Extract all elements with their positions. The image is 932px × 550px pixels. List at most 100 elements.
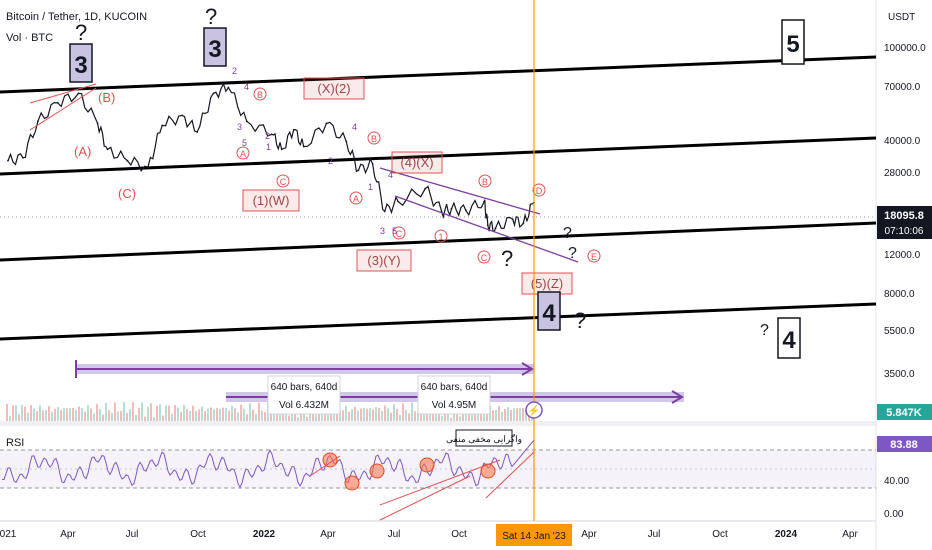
measure-label-1-text: 640 bars, 640d	[271, 382, 338, 393]
volume-bar	[252, 409, 254, 421]
price-point-28	[450, 207, 453, 210]
lightning-glyph: ⚡	[528, 404, 540, 417]
volume-bar	[12, 405, 14, 421]
price-point-19	[302, 145, 305, 148]
wave-label-1w-box	[242, 189, 300, 212]
wave-label-3y: (3)(Y)	[367, 253, 400, 268]
volume-bar	[396, 408, 398, 421]
volume-bar	[525, 409, 527, 421]
wave-circle-label-7: D	[536, 186, 543, 196]
price-point-23	[371, 162, 374, 165]
wave-4-right-box	[777, 317, 801, 359]
channel-line-2	[0, 136, 877, 176]
time-axis-background	[0, 521, 932, 550]
volume-bar	[261, 410, 263, 421]
volume-bar	[135, 414, 137, 421]
falling-wedge	[379, 167, 579, 263]
volume-legend[interactable]: Vol · BTC	[6, 32, 54, 44]
price-point-31	[486, 224, 489, 227]
wave-label-c: (C)	[118, 186, 136, 201]
volume-bar	[483, 408, 485, 421]
volume-bar	[183, 405, 185, 421]
channel-line-1	[0, 55, 877, 94]
price-point-32	[494, 227, 497, 229]
volume-bar	[417, 411, 419, 421]
volume-bar	[399, 414, 401, 421]
wave-circle-label-6: C	[396, 229, 403, 239]
measure-label-2-text: 640 bars, 640d	[421, 382, 488, 393]
measure-label-1-text: Vol 6.432M	[279, 400, 329, 411]
chart-title[interactable]: Bitcoin / Tether, 1D, KUCOIN	[6, 11, 148, 23]
volume-bar	[180, 412, 182, 421]
volume-bar	[105, 402, 107, 421]
volume-bar	[519, 408, 521, 421]
volume-bar	[219, 408, 221, 421]
volume-bar	[45, 409, 47, 421]
price-point-10	[161, 124, 164, 127]
price-point-6	[96, 122, 99, 125]
time-tick-11: Oct	[712, 529, 728, 540]
price-point-15	[245, 120, 248, 123]
wave-circle-label-11: C	[481, 253, 488, 263]
rsi-legend[interactable]: RSI	[6, 437, 25, 449]
measure-label-2-text: Vol 4.95M	[432, 400, 476, 411]
wave-circle-label-3: C	[280, 177, 287, 187]
volume-bar	[195, 410, 197, 421]
rsi-trendlines	[309, 451, 535, 521]
volume-bar	[387, 408, 389, 421]
wave-4-mid: 4	[542, 300, 556, 327]
volume-bar	[279, 413, 281, 421]
wave-circle-label-2: B	[257, 90, 263, 100]
volume-bar	[360, 408, 362, 421]
wave-circle-11	[477, 250, 491, 264]
wave-circle-4	[349, 191, 363, 205]
volume-bar	[435, 408, 437, 421]
wave-5-box	[781, 19, 805, 65]
volume-bar	[150, 403, 152, 421]
wave-label-5z: (5)(Z)	[531, 276, 564, 291]
volume-bar	[354, 406, 356, 421]
price-point-7	[106, 148, 109, 151]
question-mark-7: ?	[568, 245, 577, 262]
wave-circle-5	[367, 131, 381, 145]
wave-circle-label-10: B	[482, 177, 488, 187]
divergence-marker-2	[344, 475, 360, 491]
wave-label-a: (A)	[74, 144, 91, 159]
volume-bar	[69, 408, 71, 421]
volume-bar	[204, 411, 206, 421]
price-point-22	[357, 169, 360, 172]
price-point-5	[77, 92, 80, 95]
price-point-8	[126, 159, 129, 162]
wave-circle-1	[236, 146, 250, 160]
volume-bar	[258, 402, 260, 421]
volume-bar	[78, 406, 80, 421]
price-point-1	[7, 159, 9, 162]
rsi-tick-0: 0.00	[884, 509, 904, 520]
time-tick-3: Jul	[126, 529, 139, 540]
sub-wave-4: 5	[242, 138, 247, 148]
time-tick-10: Jul	[648, 529, 661, 540]
volume-bar	[432, 414, 434, 421]
price-point-16	[270, 133, 273, 136]
volume-bar	[129, 409, 131, 421]
volume-bar	[270, 412, 272, 421]
price-point-29	[464, 209, 467, 212]
question-mark-5: ?	[760, 322, 769, 339]
wave-circle-label-9: 1	[438, 232, 443, 242]
volume-bar	[189, 410, 191, 421]
price-point-24	[383, 210, 386, 213]
volume-bar	[441, 416, 443, 421]
wave-3-top: 3	[208, 36, 221, 63]
wave-circle-9	[434, 229, 448, 243]
price-point-25	[397, 200, 400, 203]
volume-bar	[411, 402, 413, 421]
volume-bar	[27, 412, 29, 421]
wave-circle-label-8: E	[591, 252, 597, 262]
volume-bar	[468, 414, 470, 421]
divergence-note-box	[455, 429, 513, 447]
volume-bar	[273, 410, 275, 421]
sub-wave-11: 1	[368, 182, 373, 192]
volume-bar	[159, 404, 161, 421]
sub-wave-3: 3	[237, 122, 242, 132]
